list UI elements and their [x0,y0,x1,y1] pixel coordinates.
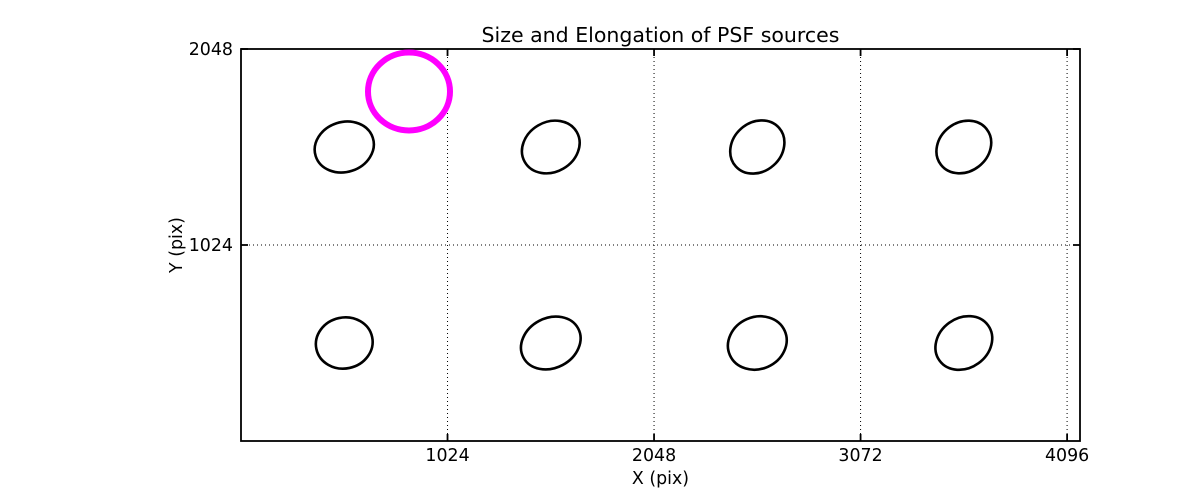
x-tick-label: 2048 [632,446,676,466]
psf-ellipse [935,119,993,175]
psf-ellipse [728,119,786,175]
chart-title: Size and Elongation of PSF sources [482,23,840,47]
tick-marks-layer [241,48,1080,441]
psf-ellipse [934,314,994,372]
x-tick-label: 3072 [838,446,882,466]
psf-ellipse [314,316,374,370]
tick-labels-layer: 1024 2048 3072 4096 1024 2048 [189,40,1089,466]
psf-ellipse [313,120,376,174]
x-tick-label: 4096 [1045,446,1089,466]
y-axis-label: Y (pix) [167,217,187,274]
y-tick-label: 1024 [189,236,233,256]
psf-ellipses-layer [313,49,994,372]
psf-ellipse [726,314,788,372]
plot-border [240,48,1081,442]
psf-ellipse [520,119,581,175]
highlight-ellipse [365,49,454,134]
grid-layer [241,49,1080,441]
psf-ellipse [519,315,582,371]
x-tick-label: 1024 [425,446,469,466]
x-axis-label: X (pix) [632,469,689,489]
y-tick-label: 2048 [189,40,233,60]
